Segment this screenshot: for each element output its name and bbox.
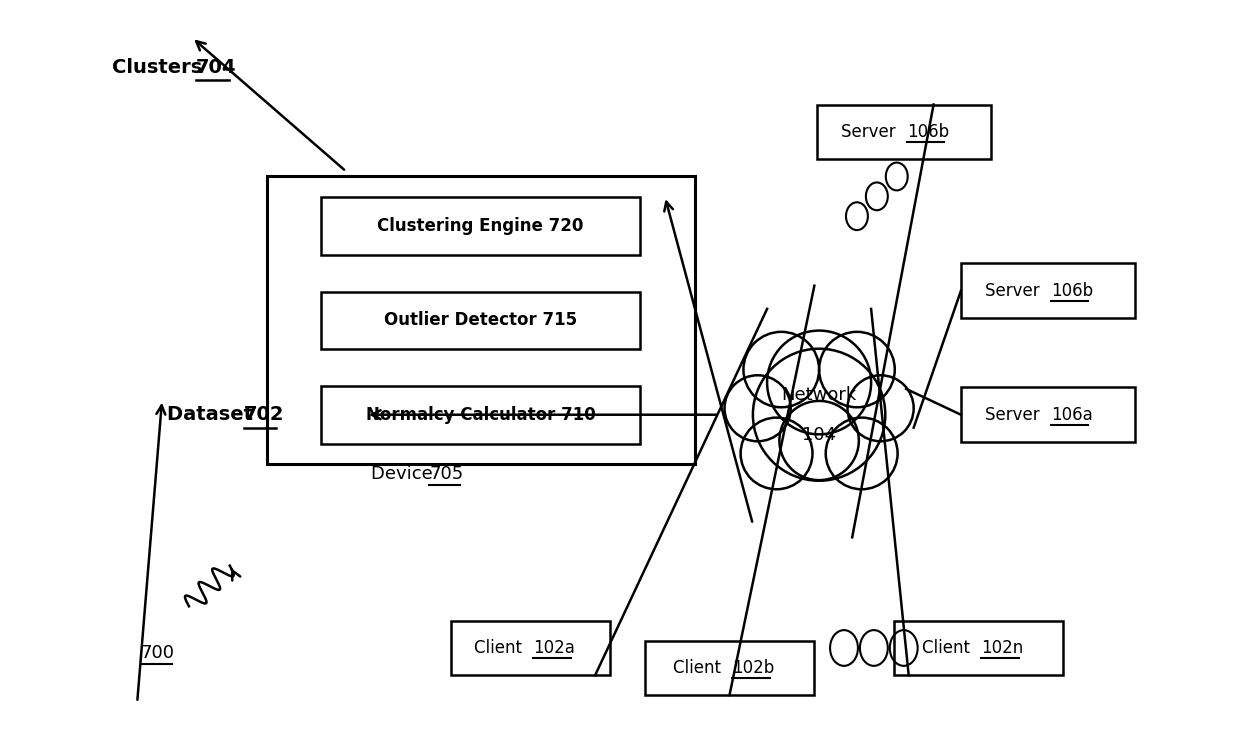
Text: Network: Network (781, 386, 857, 404)
Text: Normalcy Calculator 710: Normalcy Calculator 710 (366, 406, 595, 424)
Circle shape (740, 418, 812, 489)
Text: 705: 705 (429, 465, 464, 483)
Text: Client: Client (474, 639, 527, 657)
Text: 106b: 106b (906, 123, 949, 141)
Text: Clusters: Clusters (113, 58, 210, 77)
Text: 700: 700 (140, 644, 174, 662)
Text: Outlier Detector 715: Outlier Detector 715 (384, 311, 577, 329)
FancyBboxPatch shape (645, 641, 815, 695)
Text: Client: Client (673, 659, 727, 677)
FancyBboxPatch shape (321, 292, 640, 349)
Text: 104: 104 (802, 425, 836, 443)
Circle shape (744, 332, 820, 407)
Text: Server: Server (986, 282, 1045, 299)
Text: Server: Server (841, 123, 900, 141)
Text: Device: Device (371, 465, 439, 483)
Text: Client: Client (923, 639, 976, 657)
Text: Clustering Engine 720: Clustering Engine 720 (377, 217, 584, 235)
FancyBboxPatch shape (321, 386, 640, 443)
FancyBboxPatch shape (961, 263, 1135, 318)
Text: 702: 702 (244, 405, 284, 425)
FancyBboxPatch shape (451, 621, 610, 676)
Circle shape (753, 348, 885, 481)
Text: Dataset: Dataset (167, 405, 260, 425)
Circle shape (826, 418, 898, 489)
Text: 102a: 102a (533, 639, 575, 657)
FancyBboxPatch shape (961, 388, 1135, 442)
Text: 704: 704 (196, 58, 237, 77)
Circle shape (847, 375, 914, 441)
Circle shape (724, 375, 791, 441)
Text: 106a: 106a (1052, 406, 1092, 424)
Text: Server: Server (986, 406, 1045, 424)
Text: 102b: 102b (733, 659, 775, 677)
Text: 106b: 106b (1052, 282, 1094, 299)
FancyBboxPatch shape (817, 105, 991, 159)
Circle shape (820, 332, 895, 407)
Text: 102n: 102n (981, 639, 1024, 657)
FancyBboxPatch shape (894, 621, 1063, 676)
Circle shape (780, 401, 859, 480)
Circle shape (768, 330, 872, 434)
FancyBboxPatch shape (321, 198, 640, 255)
FancyBboxPatch shape (267, 176, 694, 464)
